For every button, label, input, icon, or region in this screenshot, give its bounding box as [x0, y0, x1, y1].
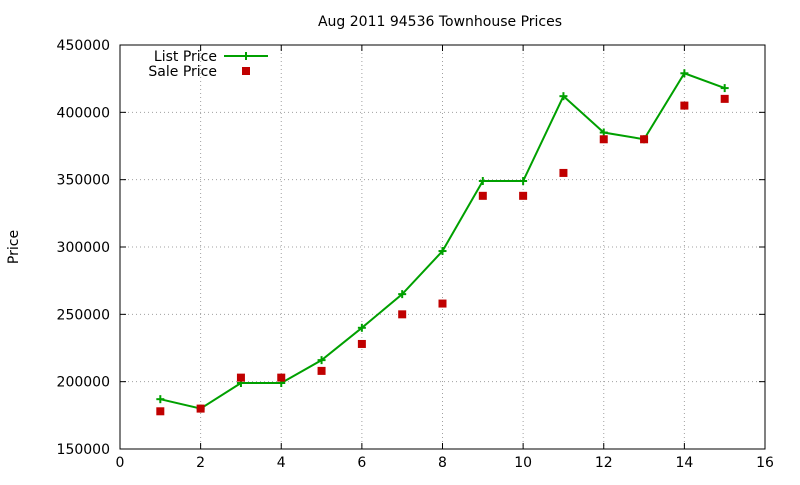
chart-title: Aug 2011 94536 Townhouse Prices	[318, 14, 562, 30]
y-tick-label: 400000	[57, 105, 110, 121]
legend-label-sale-price: Sale Price	[148, 64, 217, 80]
y-tick-label: 250000	[57, 307, 110, 323]
point-sale-price	[357, 339, 366, 348]
x-tick-label: 0	[116, 455, 125, 471]
plot-area	[156, 69, 729, 416]
x-tick-label: 14	[675, 455, 693, 471]
point-sale-price	[438, 299, 447, 308]
x-tick-label: 16	[756, 455, 774, 471]
point-sale-price	[478, 191, 487, 200]
point-list-price	[156, 395, 165, 404]
x-tick-label: 12	[595, 455, 613, 471]
x-tick-label: 4	[277, 455, 286, 471]
point-sale-price	[398, 310, 407, 319]
y-tick-label: 350000	[57, 173, 110, 189]
y-axis-label: Price	[6, 230, 22, 264]
x-tick-label: 2	[196, 455, 205, 471]
legend: List Price Sale Price	[148, 49, 268, 80]
point-list-price	[519, 177, 528, 186]
point-sale-price	[277, 373, 286, 382]
grid	[120, 45, 765, 449]
point-sale-price	[519, 191, 528, 200]
point-list-price	[438, 247, 447, 256]
point-list-price	[398, 290, 407, 299]
y-tick-label: 450000	[57, 38, 110, 54]
y-tick-label: 150000	[57, 442, 110, 458]
point-sale-price	[196, 404, 205, 413]
point-sale-price	[156, 407, 165, 416]
point-sale-price	[599, 135, 608, 144]
point-sale-price	[317, 366, 326, 375]
legend-label-list-price: List Price	[154, 49, 217, 65]
x-tick-label: 10	[514, 455, 532, 471]
plot-frame	[119, 44, 766, 450]
y-tick-label: 300000	[57, 240, 110, 256]
point-sale-price	[559, 168, 568, 177]
point-list-price	[478, 177, 487, 186]
point-sale-price	[640, 135, 649, 144]
series-line-list-price	[160, 72, 726, 410]
point-list-price	[317, 356, 326, 365]
point-sale-price	[720, 94, 729, 103]
y-tick-label: 200000	[57, 375, 110, 391]
point-sale-price	[680, 101, 689, 110]
tick-labels: 0 2 4 6 8 10 12 14 16 150000 200000 250000 300000 350…	[57, 38, 774, 471]
point-list-price	[357, 323, 366, 332]
x-tick-label: 6	[357, 455, 366, 471]
point-list-price	[599, 128, 608, 137]
x-tick-label: 8	[438, 455, 447, 471]
point-list-price	[720, 84, 729, 93]
point-list-price	[559, 92, 568, 101]
point-list-price	[680, 69, 689, 78]
legend-swatch-sale-price	[242, 67, 250, 75]
point-sale-price	[236, 373, 245, 382]
